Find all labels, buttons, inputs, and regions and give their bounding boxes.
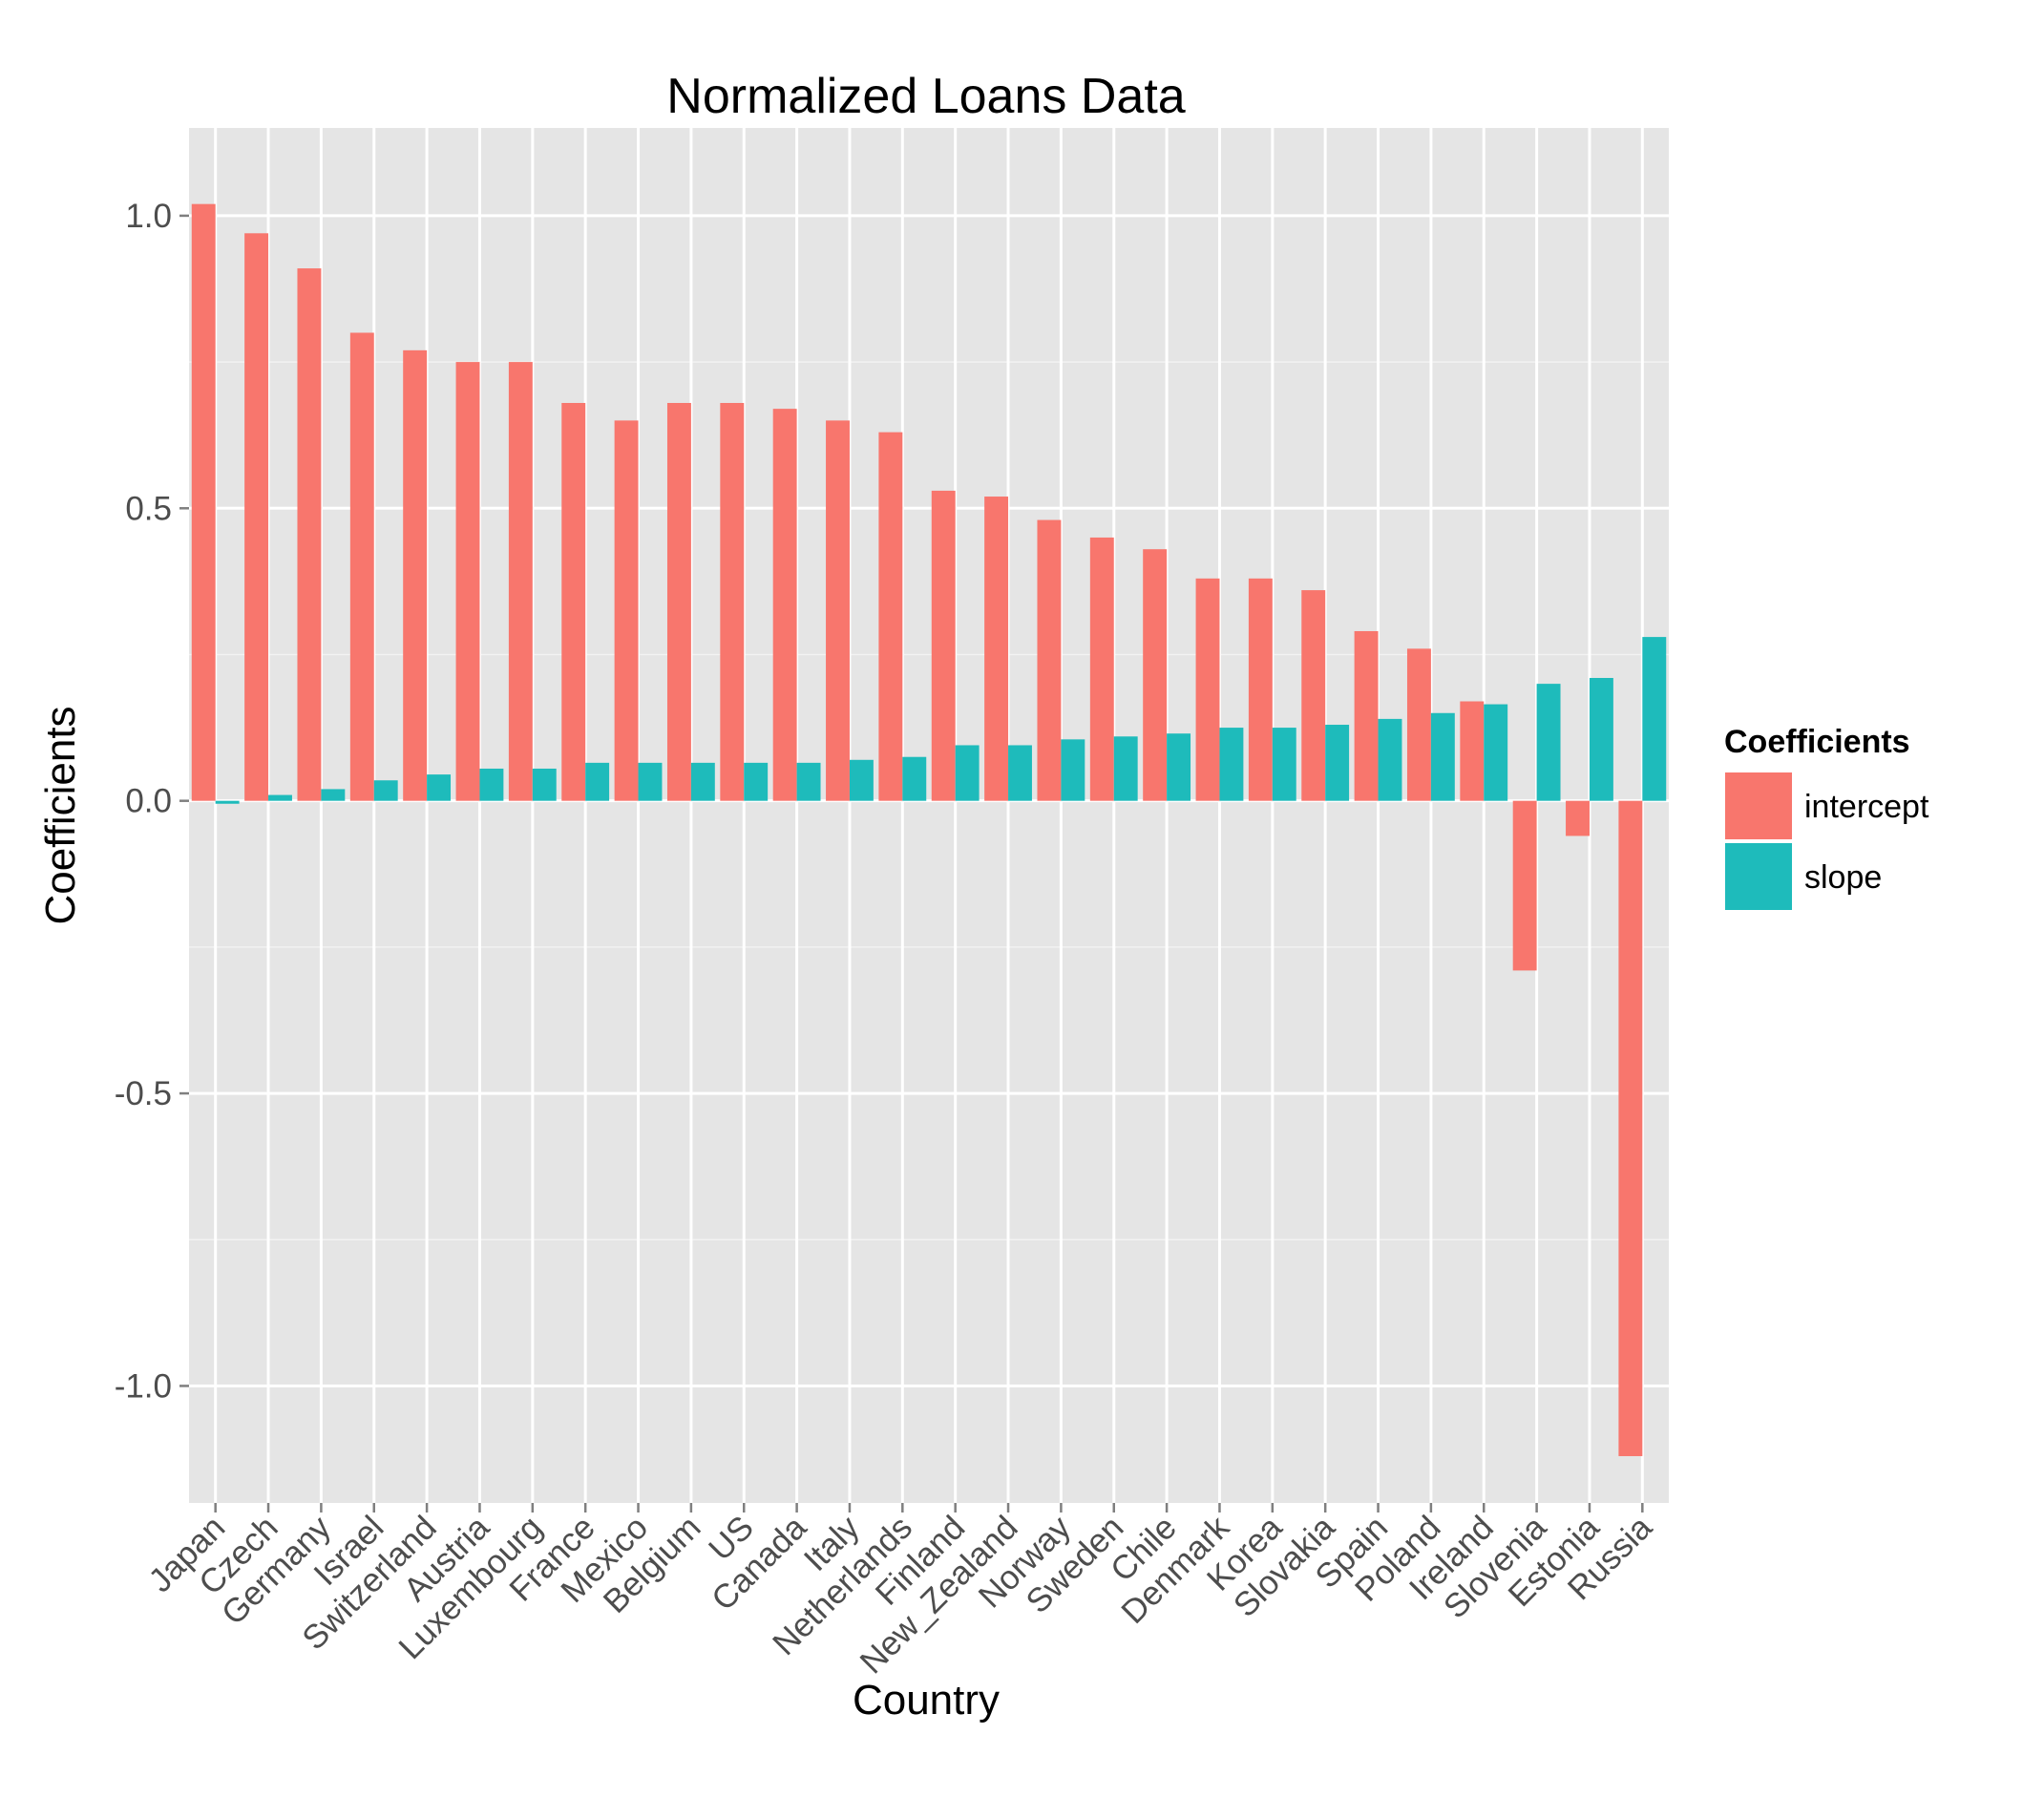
bar-intercept-poland bbox=[1406, 648, 1431, 801]
legend-key-slope bbox=[1725, 843, 1792, 910]
bar-slope-mexico bbox=[638, 762, 663, 801]
bar-slope-estonia bbox=[1589, 678, 1613, 801]
y-axis: -1.0 -0.5 0.0 0.5 1.0 bbox=[115, 198, 189, 1405]
bar-slope-norway bbox=[1061, 739, 1085, 801]
bar-slope-austria bbox=[479, 768, 504, 801]
bar-slope-poland bbox=[1430, 712, 1455, 801]
bar-slope-finland bbox=[955, 745, 980, 801]
bar-intercept-canada bbox=[772, 409, 797, 801]
bar-intercept-us bbox=[720, 403, 745, 801]
bar-intercept-mexico bbox=[614, 420, 639, 801]
bar-intercept-switzerland bbox=[403, 349, 428, 801]
x-axis: JapanCzechGermanyIsraelSwitzerlandAustri… bbox=[141, 1503, 1659, 1681]
bar-intercept-japan bbox=[191, 203, 216, 801]
plot-panel bbox=[189, 128, 1669, 1503]
bar-intercept-estonia bbox=[1566, 800, 1590, 836]
bar-slope-chile bbox=[1167, 733, 1191, 801]
x-axis-title: Country bbox=[853, 1677, 1000, 1724]
bar-slope-new_zealand bbox=[1008, 745, 1032, 801]
bar-intercept-norway bbox=[1037, 519, 1062, 801]
bar-slope-canada bbox=[796, 762, 821, 801]
bar-slope-netherlands bbox=[902, 756, 927, 801]
bar-slope-belgium bbox=[690, 762, 715, 801]
y-tick-label: -1.0 bbox=[115, 1367, 172, 1405]
bars bbox=[191, 203, 1667, 1456]
bar-intercept-netherlands bbox=[878, 432, 903, 801]
bar-slope-luxembourg bbox=[532, 768, 557, 801]
bar-slope-ireland bbox=[1484, 704, 1508, 801]
bar-slope-russia bbox=[1642, 637, 1667, 801]
bar-slope-france bbox=[585, 762, 610, 801]
legend-label-slope: slope bbox=[1804, 859, 1882, 896]
bar-intercept-spain bbox=[1354, 630, 1379, 801]
bar-slope-switzerland bbox=[427, 774, 452, 801]
bar-intercept-luxembourg bbox=[508, 362, 533, 801]
bar-slope-denmark bbox=[1219, 728, 1244, 801]
bar-slope-germany bbox=[321, 789, 346, 801]
bar-intercept-denmark bbox=[1195, 578, 1220, 801]
bar-slope-slovenia bbox=[1536, 684, 1561, 801]
bar-slope-japan bbox=[215, 800, 240, 804]
bar-intercept-russia bbox=[1618, 800, 1643, 1456]
legend-title: Coefficients bbox=[1724, 724, 1910, 760]
legend-key-intercept bbox=[1725, 772, 1792, 839]
bar-intercept-israel bbox=[349, 332, 374, 801]
bar-intercept-chile bbox=[1143, 549, 1168, 801]
bar-intercept-finland bbox=[931, 490, 956, 801]
bar-slope-italy bbox=[849, 759, 874, 801]
bar-intercept-czech bbox=[244, 233, 269, 801]
bar-slope-israel bbox=[373, 780, 398, 801]
bar-intercept-austria bbox=[455, 362, 480, 801]
bar-intercept-germany bbox=[297, 268, 322, 801]
bar-intercept-korea bbox=[1248, 578, 1273, 801]
bar-intercept-slovakia bbox=[1301, 590, 1326, 801]
bar-intercept-ireland bbox=[1460, 701, 1485, 801]
bar-intercept-slovenia bbox=[1512, 800, 1537, 971]
y-tick-label: 0.5 bbox=[125, 490, 172, 527]
legend-label-intercept: intercept bbox=[1804, 789, 1929, 825]
bar-slope-spain bbox=[1378, 718, 1402, 801]
bar-slope-korea bbox=[1272, 728, 1296, 801]
y-tick-label: 1.0 bbox=[125, 198, 172, 235]
bar-slope-us bbox=[744, 762, 769, 801]
y-tick-label: 0.0 bbox=[125, 783, 172, 820]
bar-slope-slovakia bbox=[1325, 725, 1350, 801]
y-tick-label: -0.5 bbox=[115, 1075, 172, 1112]
bar-intercept-new_zealand bbox=[984, 497, 1009, 801]
chart-title: Normalized Loans Data bbox=[666, 69, 1185, 124]
bar-intercept-italy bbox=[826, 420, 850, 801]
legend: Coefficients intercept slope bbox=[1723, 724, 1929, 912]
bar-slope-sweden bbox=[1113, 736, 1138, 801]
y-axis-title: Coefficients bbox=[37, 706, 84, 924]
bar-intercept-belgium bbox=[666, 403, 691, 801]
bar-intercept-sweden bbox=[1089, 537, 1114, 801]
bar-intercept-france bbox=[561, 403, 586, 801]
bar-slope-czech bbox=[268, 794, 292, 801]
